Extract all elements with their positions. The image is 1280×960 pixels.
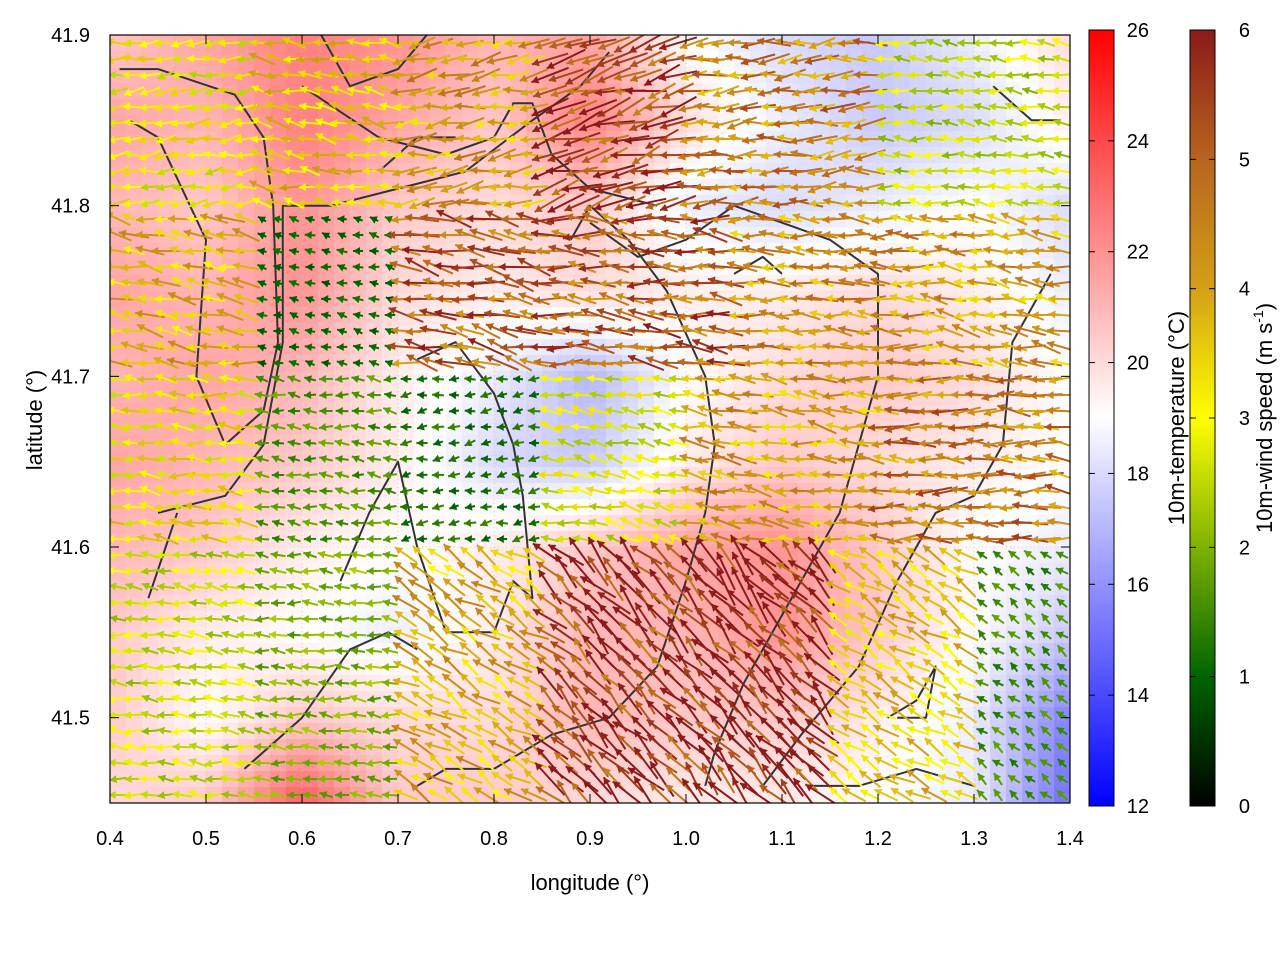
plot-area [109, 34, 1071, 804]
